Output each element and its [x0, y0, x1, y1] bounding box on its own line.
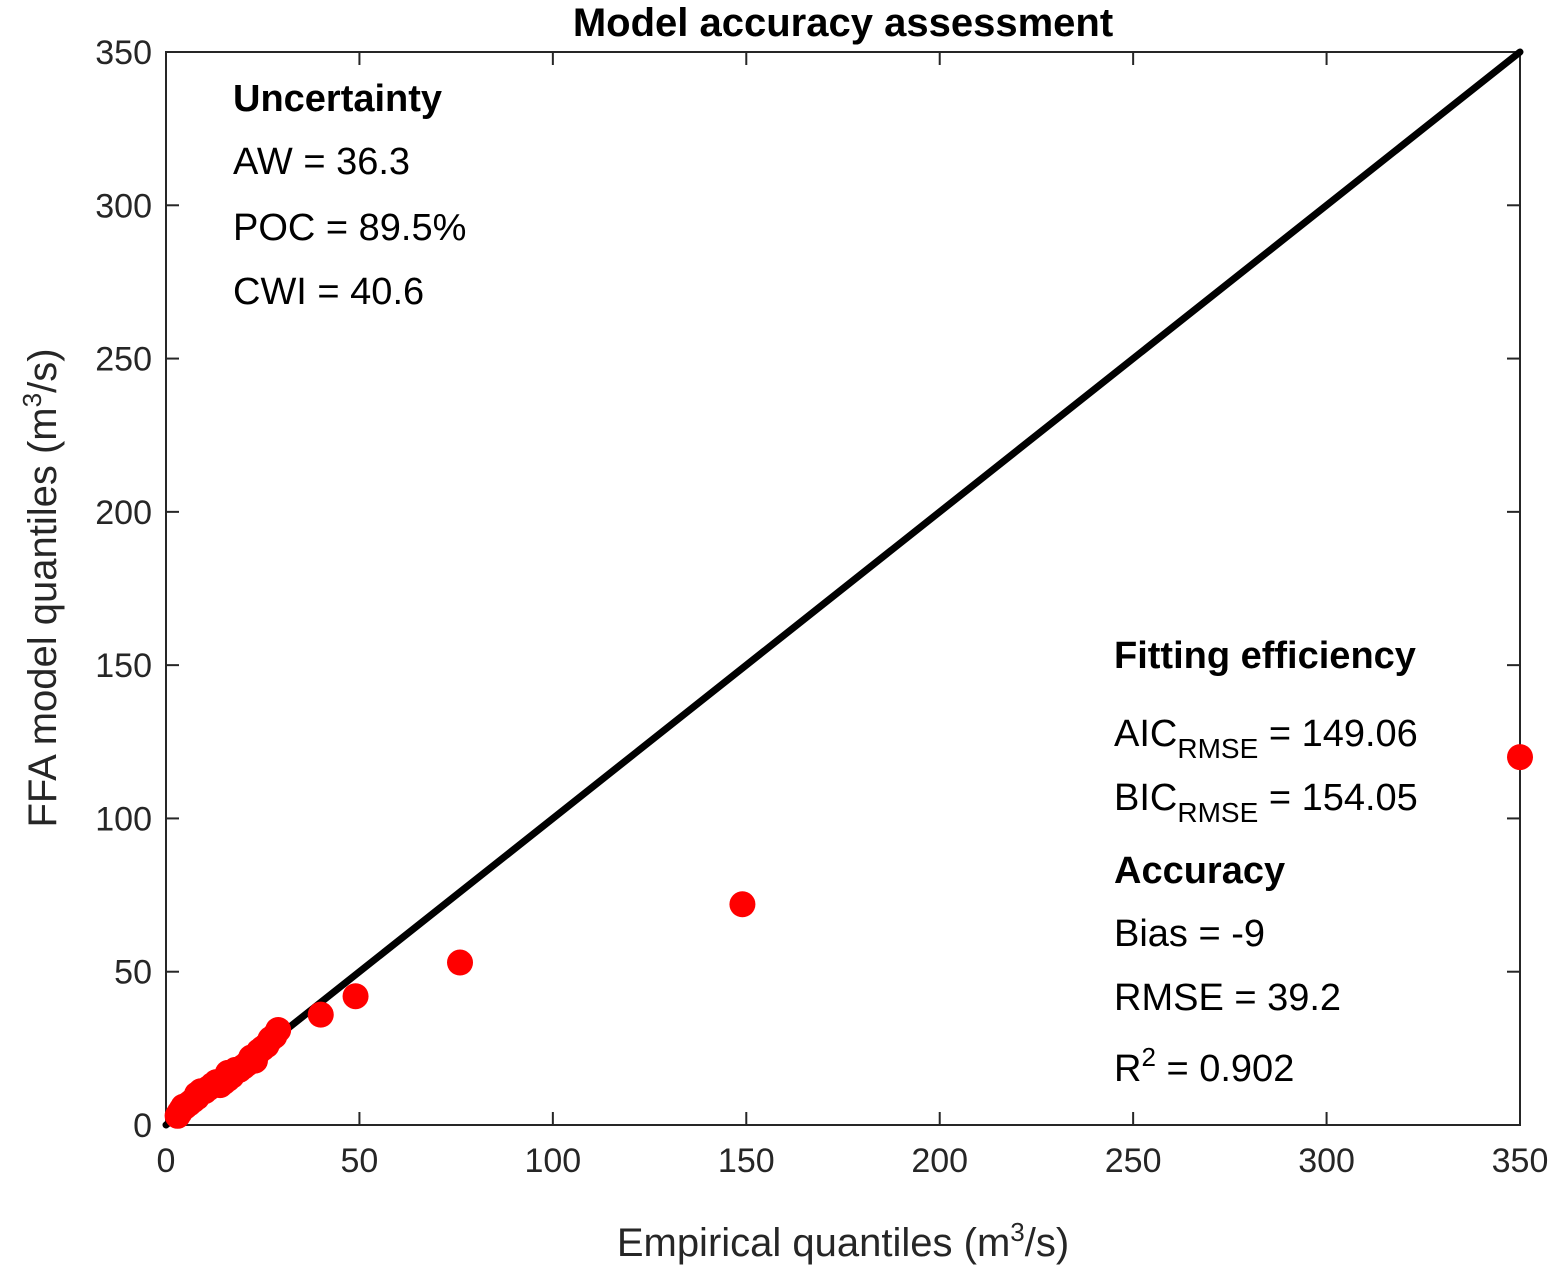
data-point: [265, 1016, 292, 1043]
data-point: [447, 949, 474, 976]
aic-value: AICRMSE = 149.06: [1114, 713, 1418, 764]
x-tick-label: 0: [157, 1142, 176, 1180]
poc-value: POC = 89.5%: [233, 207, 466, 249]
uncertainty-heading: Uncertainty: [233, 78, 442, 120]
y-tick-label: 300: [95, 187, 152, 225]
bias-value: Bias = -9: [1114, 913, 1265, 955]
x-tick-label: 50: [341, 1142, 379, 1180]
uncertainty-annotation: Uncertainty AW = 36.3 POC = 89.5% CWI = …: [233, 78, 466, 313]
accuracy-heading: Accuracy: [1114, 850, 1285, 892]
x-tick-label: 250: [1105, 1142, 1162, 1180]
y-tick-labels: 0 50 100 150 200 250 300 350: [95, 34, 152, 1145]
y-tick-label: 50: [114, 954, 152, 992]
accuracy-annotation: Accuracy Bias = -9 RMSE = 39.2 R2 = 0.90…: [1114, 850, 1341, 1090]
rmse-value: RMSE = 39.2: [1114, 977, 1341, 1019]
y-tick-label: 0: [133, 1107, 152, 1145]
bic-value: BICRMSE = 154.05: [1114, 777, 1418, 828]
data-point: [729, 891, 756, 918]
y-tick-label: 250: [95, 341, 152, 379]
data-points: [164, 744, 1533, 1129]
y-tick-label: 150: [95, 647, 152, 685]
data-point: [307, 1001, 334, 1028]
cwi-value: CWI = 40.6: [233, 271, 424, 313]
x-axis-label: Empirical quantiles (m3/s): [617, 1217, 1069, 1265]
one-to-one-line: [162, 48, 1524, 1129]
x-tick-label: 150: [718, 1142, 775, 1180]
x-tick-label: 300: [1298, 1142, 1355, 1180]
data-point: [1507, 744, 1533, 771]
x-tick-labels: 0 50 100 150 200 250 300 350: [157, 1142, 1549, 1180]
y-tick-label: 100: [95, 800, 152, 838]
aw-value: AW = 36.3: [233, 141, 410, 183]
x-tick-label: 200: [911, 1142, 968, 1180]
x-tick-label: 100: [524, 1142, 581, 1180]
chart-title: Model accuracy assessment: [573, 1, 1113, 45]
r2-value: R2 = 0.902: [1114, 1042, 1294, 1090]
y-tick-label: 350: [95, 34, 152, 72]
fitting-efficiency-heading: Fitting efficiency: [1114, 635, 1416, 677]
y-tick-label: 200: [95, 494, 152, 532]
fitting-efficiency-annotation: Fitting efficiency AICRMSE = 149.06 BICR…: [1114, 635, 1418, 828]
y-axis-label: FFA model quantiles (m3/s): [17, 348, 65, 827]
data-point: [342, 983, 369, 1010]
x-tick-label: 350: [1492, 1142, 1549, 1180]
